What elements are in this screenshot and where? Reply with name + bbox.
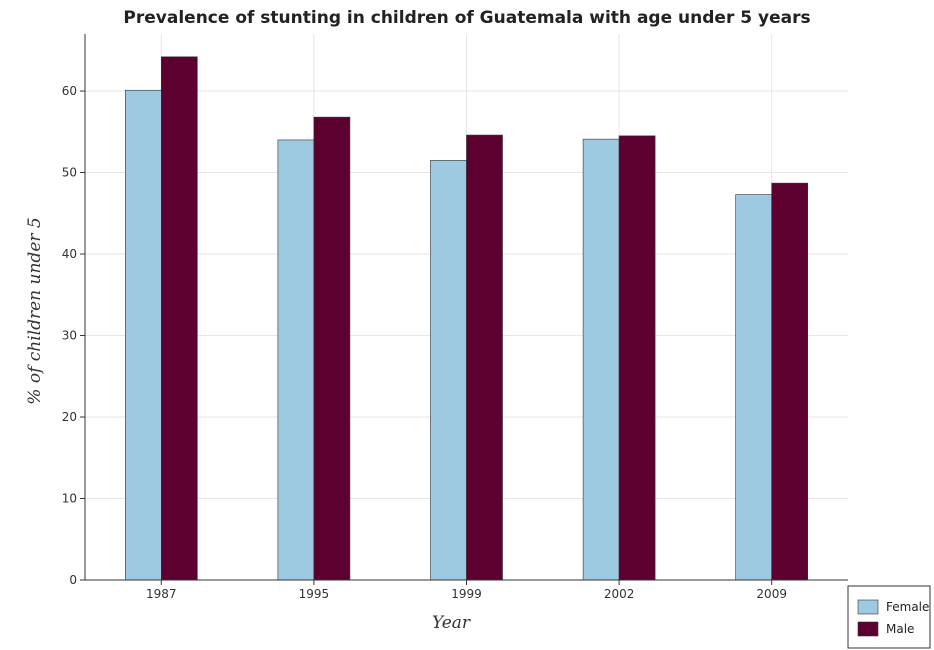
y-tick-label: 30 — [62, 329, 77, 343]
y-axis-ticks: 0 10 20 30 40 50 60 — [62, 84, 85, 587]
bar-female-2009 — [735, 194, 773, 581]
legend-swatch-female — [857, 599, 879, 615]
bar-male-1999 — [466, 134, 503, 581]
y-tick-label: 60 — [62, 84, 77, 98]
y-tick-label: 50 — [62, 166, 77, 180]
y-tick-label: 0 — [69, 573, 77, 587]
legend-label-male: Male — [886, 622, 914, 636]
x-tick-label: 1999 — [451, 587, 482, 601]
x-tick-label: 2002 — [604, 587, 635, 601]
bar-male-1995 — [313, 116, 351, 581]
bar-male-2009 — [771, 182, 809, 581]
legend-box — [847, 585, 931, 649]
y-tick-label: 20 — [62, 410, 77, 424]
legend-label-female: Female — [886, 600, 929, 614]
x-tick-label: 1995 — [299, 587, 330, 601]
x-tick-label: 2009 — [756, 587, 787, 601]
bar-male-1987 — [161, 56, 198, 581]
bar-male-2002 — [618, 135, 656, 581]
legend: Female Male — [847, 585, 931, 649]
bar-female-1995 — [277, 139, 315, 581]
x-tick-label: 1987 — [146, 587, 177, 601]
bars — [125, 56, 809, 581]
bar-female-1987 — [125, 89, 162, 581]
x-axis-ticks: 1987 1995 1999 2002 2009 — [146, 580, 787, 601]
x-axis-label: Year — [432, 613, 471, 633]
y-axis-label: % of children under 5 — [25, 217, 45, 404]
legend-swatch-male — [857, 621, 879, 637]
chart-title: Prevalence of stunting in children of Gu… — [123, 8, 811, 28]
bar-female-2002 — [582, 138, 620, 581]
y-tick-label: 40 — [62, 247, 77, 261]
y-tick-label: 10 — [62, 492, 77, 506]
bar-female-1999 — [430, 160, 467, 581]
